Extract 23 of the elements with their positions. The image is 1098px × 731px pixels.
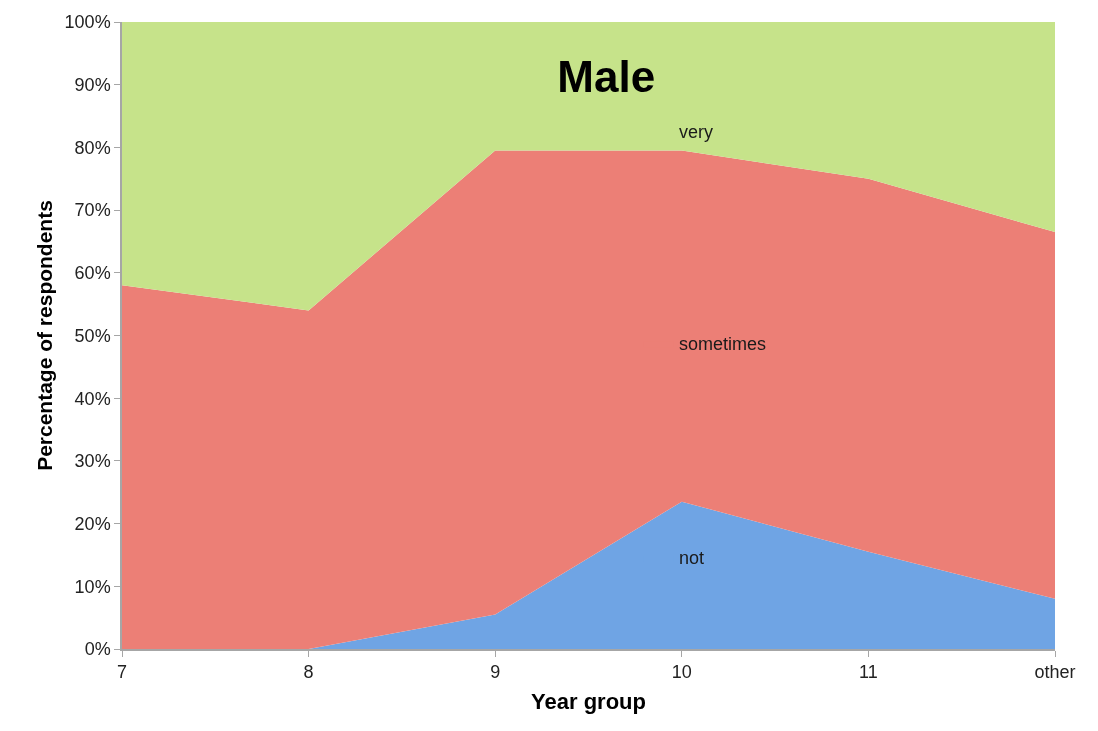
y-tick-label: 50%	[74, 325, 111, 346]
series-label: not	[678, 548, 704, 569]
x-tick-label: 8	[303, 662, 314, 683]
x-tick-label: other	[1034, 662, 1076, 683]
y-axis-title: Percentage of respondents	[33, 200, 57, 471]
y-tick-label: 30%	[74, 451, 111, 472]
y-tick-label: 0%	[84, 639, 111, 660]
series-label: very	[678, 121, 713, 142]
y-tick-label: 20%	[74, 513, 111, 534]
y-tick-label: 90%	[74, 75, 111, 95]
series-label: sometimes	[678, 334, 766, 355]
y-tick-label: 40%	[74, 388, 111, 409]
text: Male	[557, 52, 656, 102]
x-tick-label: 7	[116, 662, 128, 683]
x-tick-label: 11	[859, 662, 878, 683]
x-tick-label: 9	[490, 662, 501, 683]
y-tick-label: 70%	[74, 200, 111, 221]
x-axis-title: Year group	[531, 688, 646, 714]
x-tick-label: 10	[671, 662, 692, 683]
y-tick-label: 10%	[74, 576, 111, 597]
y-tick-label: 60%	[74, 263, 111, 284]
y-tick-label: 80%	[74, 137, 111, 158]
y-tick-label: 100%	[64, 12, 111, 33]
